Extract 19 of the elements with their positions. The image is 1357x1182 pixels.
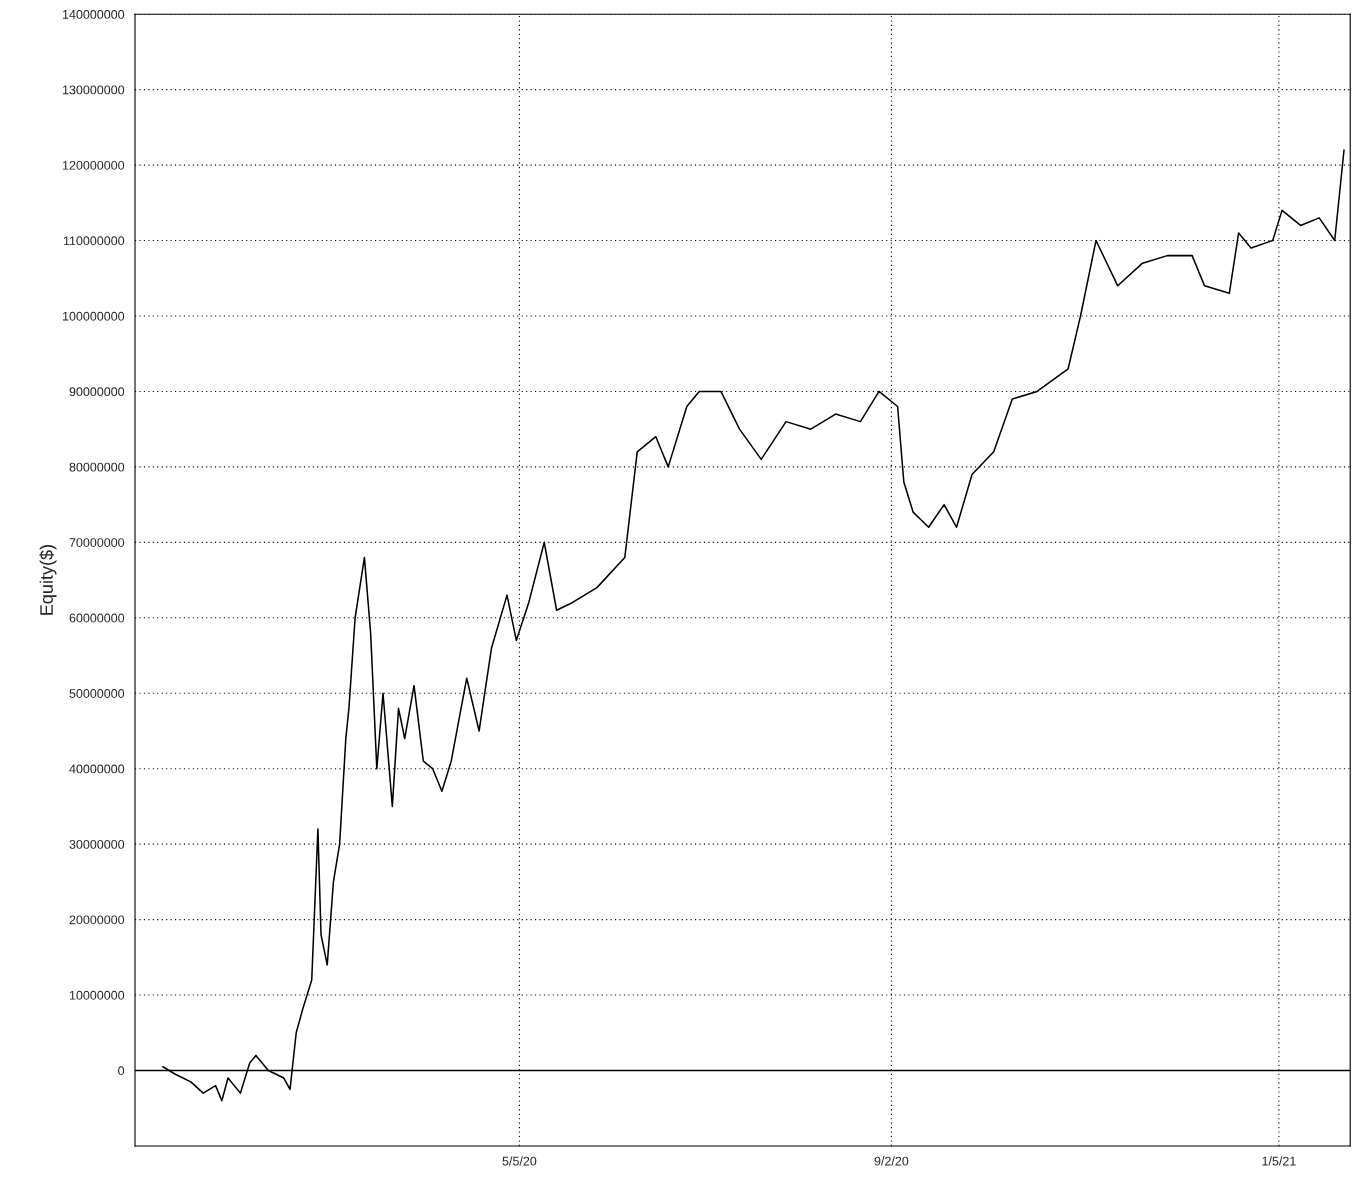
x-tick-label: 1/5/21 [1262,1156,1296,1166]
y-tick-label: 130000000 [63,85,125,95]
y-tick-label: 20000000 [69,915,125,925]
y-tick-label: 110000000 [63,236,125,246]
y-tick-label: 80000000 [69,462,125,472]
x-tick-label: 9/2/20 [874,1156,909,1166]
y-tick-label: 70000000 [69,538,125,547]
y-tick-label: 10000000 [69,990,125,1000]
y-tick-label: 60000000 [69,613,125,623]
y-tick-label: 50000000 [69,689,125,698]
y-tick-label: 40000000 [69,764,125,774]
y-tick-label: 120000000 [63,160,125,170]
x-tick-label: 5/5/20 [502,1156,537,1166]
y-tick-label: 90000000 [69,387,125,397]
y-tick-label: 0 [118,1066,125,1076]
y-tick-label: 140000000 [63,9,125,19]
y-axis-title: Equity($) [39,545,57,615]
y-tick-label: 100000000 [63,311,125,321]
y-tick-label: 30000000 [69,839,125,849]
